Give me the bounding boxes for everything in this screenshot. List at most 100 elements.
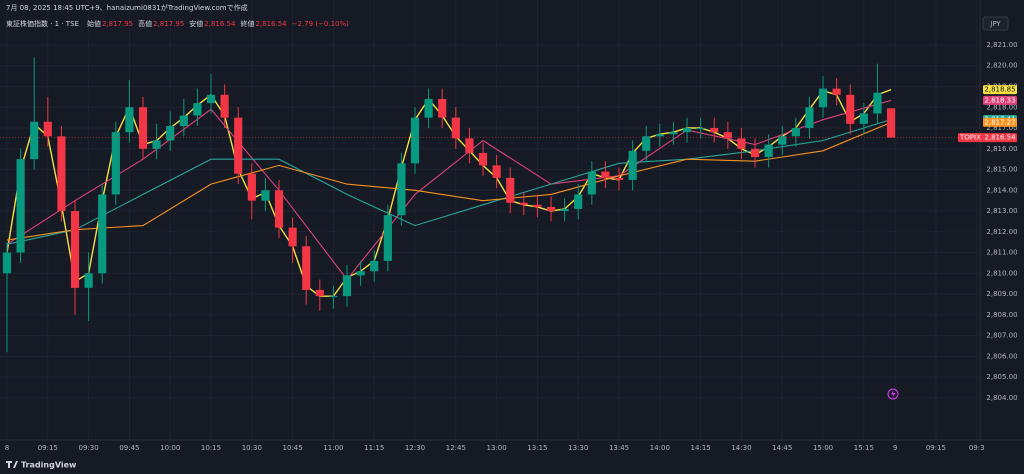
candle-body xyxy=(492,165,501,178)
x-tick-label: 13:00 xyxy=(487,444,507,452)
candle-body xyxy=(179,115,188,126)
candle-body xyxy=(737,138,746,149)
x-tick-label: 09:45 xyxy=(119,444,139,452)
x-tick-label: 12:30 xyxy=(405,444,425,452)
candle-body xyxy=(832,88,841,95)
candle-body xyxy=(560,208,569,212)
x-tick-label: 9 xyxy=(893,444,897,452)
candle-body xyxy=(98,194,107,274)
candle-body xyxy=(669,132,678,135)
y-tick-label: 2,813.00 xyxy=(986,207,1017,215)
candle-body xyxy=(247,173,256,201)
candle-body xyxy=(16,159,25,253)
y-tick-label: 2,815.00 xyxy=(986,166,1017,174)
price-labels: 2,818.852,818.332,817.412,817.27TOPIX2,8… xyxy=(958,85,1017,143)
y-tick-label: 2,820.00 xyxy=(986,62,1017,70)
legend-value: 2,816.54 xyxy=(255,20,287,28)
price-label-box xyxy=(983,95,1017,105)
candle-body xyxy=(506,177,515,203)
candle-body xyxy=(723,132,732,139)
x-tick-label: 13:30 xyxy=(568,444,588,452)
x-tick-label: 09:30 xyxy=(79,444,99,452)
price-label: 2,818.85 xyxy=(984,86,1015,94)
candle-body xyxy=(329,296,338,298)
symbol-label: TOPIX xyxy=(959,134,981,142)
candle-body xyxy=(465,138,474,153)
candle-body xyxy=(138,107,148,149)
x-tick-label: 10:30 xyxy=(242,444,262,452)
candle-body xyxy=(315,289,324,297)
x-tick-label: 15:00 xyxy=(813,444,833,452)
candle-body xyxy=(764,144,773,158)
y-tick-label: 2,809.00 xyxy=(986,290,1017,298)
candle-body xyxy=(438,98,447,118)
y-tick-label: 2,816.00 xyxy=(986,145,1017,153)
legend-label: 終値 xyxy=(240,19,254,28)
candle-body xyxy=(601,171,610,178)
candle-body xyxy=(614,177,624,180)
candle-body xyxy=(886,108,896,138)
candle-body xyxy=(519,202,528,205)
candle-body xyxy=(43,121,52,137)
y-tick-label: 2,814.00 xyxy=(986,186,1017,194)
alert-icon[interactable] xyxy=(887,388,899,400)
ohlc-legend: 東証株価指数 · 1 · TSE 始値 2,817.95 高値 2,817.95 安値 2… xyxy=(6,19,349,28)
candle-body xyxy=(533,204,542,207)
candle-body xyxy=(873,92,882,114)
legend-value: 2,817.95 xyxy=(153,20,184,28)
candle-body xyxy=(397,163,406,216)
y-tick-label: 2,817.00 xyxy=(986,124,1017,132)
price-label-box xyxy=(958,133,1017,143)
currency[interactable]: JPY xyxy=(989,20,1001,28)
legend-label: 高値 xyxy=(138,19,152,28)
candle-body xyxy=(478,152,488,166)
brand[interactable]: TradingView xyxy=(21,461,77,470)
candle-body xyxy=(791,128,800,137)
x-tick-label: 10:45 xyxy=(283,444,303,452)
legend-label: 安値 xyxy=(189,19,203,28)
candle-body xyxy=(152,140,161,149)
moving-average-line xyxy=(6,118,892,245)
candle-body xyxy=(84,273,93,288)
y-tick-label: 2,806.00 xyxy=(986,352,1017,360)
y-tick-label: 2,804.00 xyxy=(986,394,1017,402)
candle-body xyxy=(342,275,352,297)
candle-body xyxy=(370,260,379,272)
legend-change: −2.79 (−0.10%) xyxy=(292,20,350,28)
candle-body xyxy=(70,211,80,288)
price-label-box xyxy=(983,117,1017,127)
x-tick-label: 12:45 xyxy=(446,444,466,452)
x-tick-label: 14:30 xyxy=(731,444,751,452)
x-tick-label: 14:00 xyxy=(650,444,670,452)
candle-body xyxy=(193,103,202,116)
x-tick-label: 14:45 xyxy=(772,444,792,452)
y-tick-label: 2,812.00 xyxy=(986,228,1017,236)
x-tick-label: 10:00 xyxy=(160,444,180,452)
chart-title: 7月 08, 2025 18:45 UTC+9、hanaizumi0831がTr… xyxy=(6,3,248,12)
candle-body xyxy=(682,128,692,133)
candle-body xyxy=(261,190,270,201)
candle-body xyxy=(778,136,787,145)
candle-body xyxy=(356,271,365,276)
candle-body xyxy=(302,246,311,290)
x-tick-label: 09:3 xyxy=(969,444,985,452)
legend-value: 2,817.95 xyxy=(102,20,133,28)
price-label-box xyxy=(983,85,1017,95)
x-tick-label: 11:15 xyxy=(364,444,384,452)
y-tick-label: 2,810.00 xyxy=(986,269,1017,277)
currency-box[interactable] xyxy=(982,16,1009,31)
x-tick-label: 11:00 xyxy=(323,444,343,452)
candle-body xyxy=(111,132,120,195)
x-tick-label: 15:15 xyxy=(854,444,874,452)
moving-average-line xyxy=(6,121,892,241)
brand-logo[interactable]: TradingView xyxy=(6,461,77,470)
y-tick-label: 2,821.00 xyxy=(986,41,1017,49)
x-tick-label: 09:15 xyxy=(926,444,946,452)
candle-body xyxy=(818,88,828,108)
candle-body xyxy=(710,128,719,133)
candle-body xyxy=(125,107,134,133)
candle-body xyxy=(859,113,868,124)
x-tick-label: 09:15 xyxy=(38,444,58,452)
